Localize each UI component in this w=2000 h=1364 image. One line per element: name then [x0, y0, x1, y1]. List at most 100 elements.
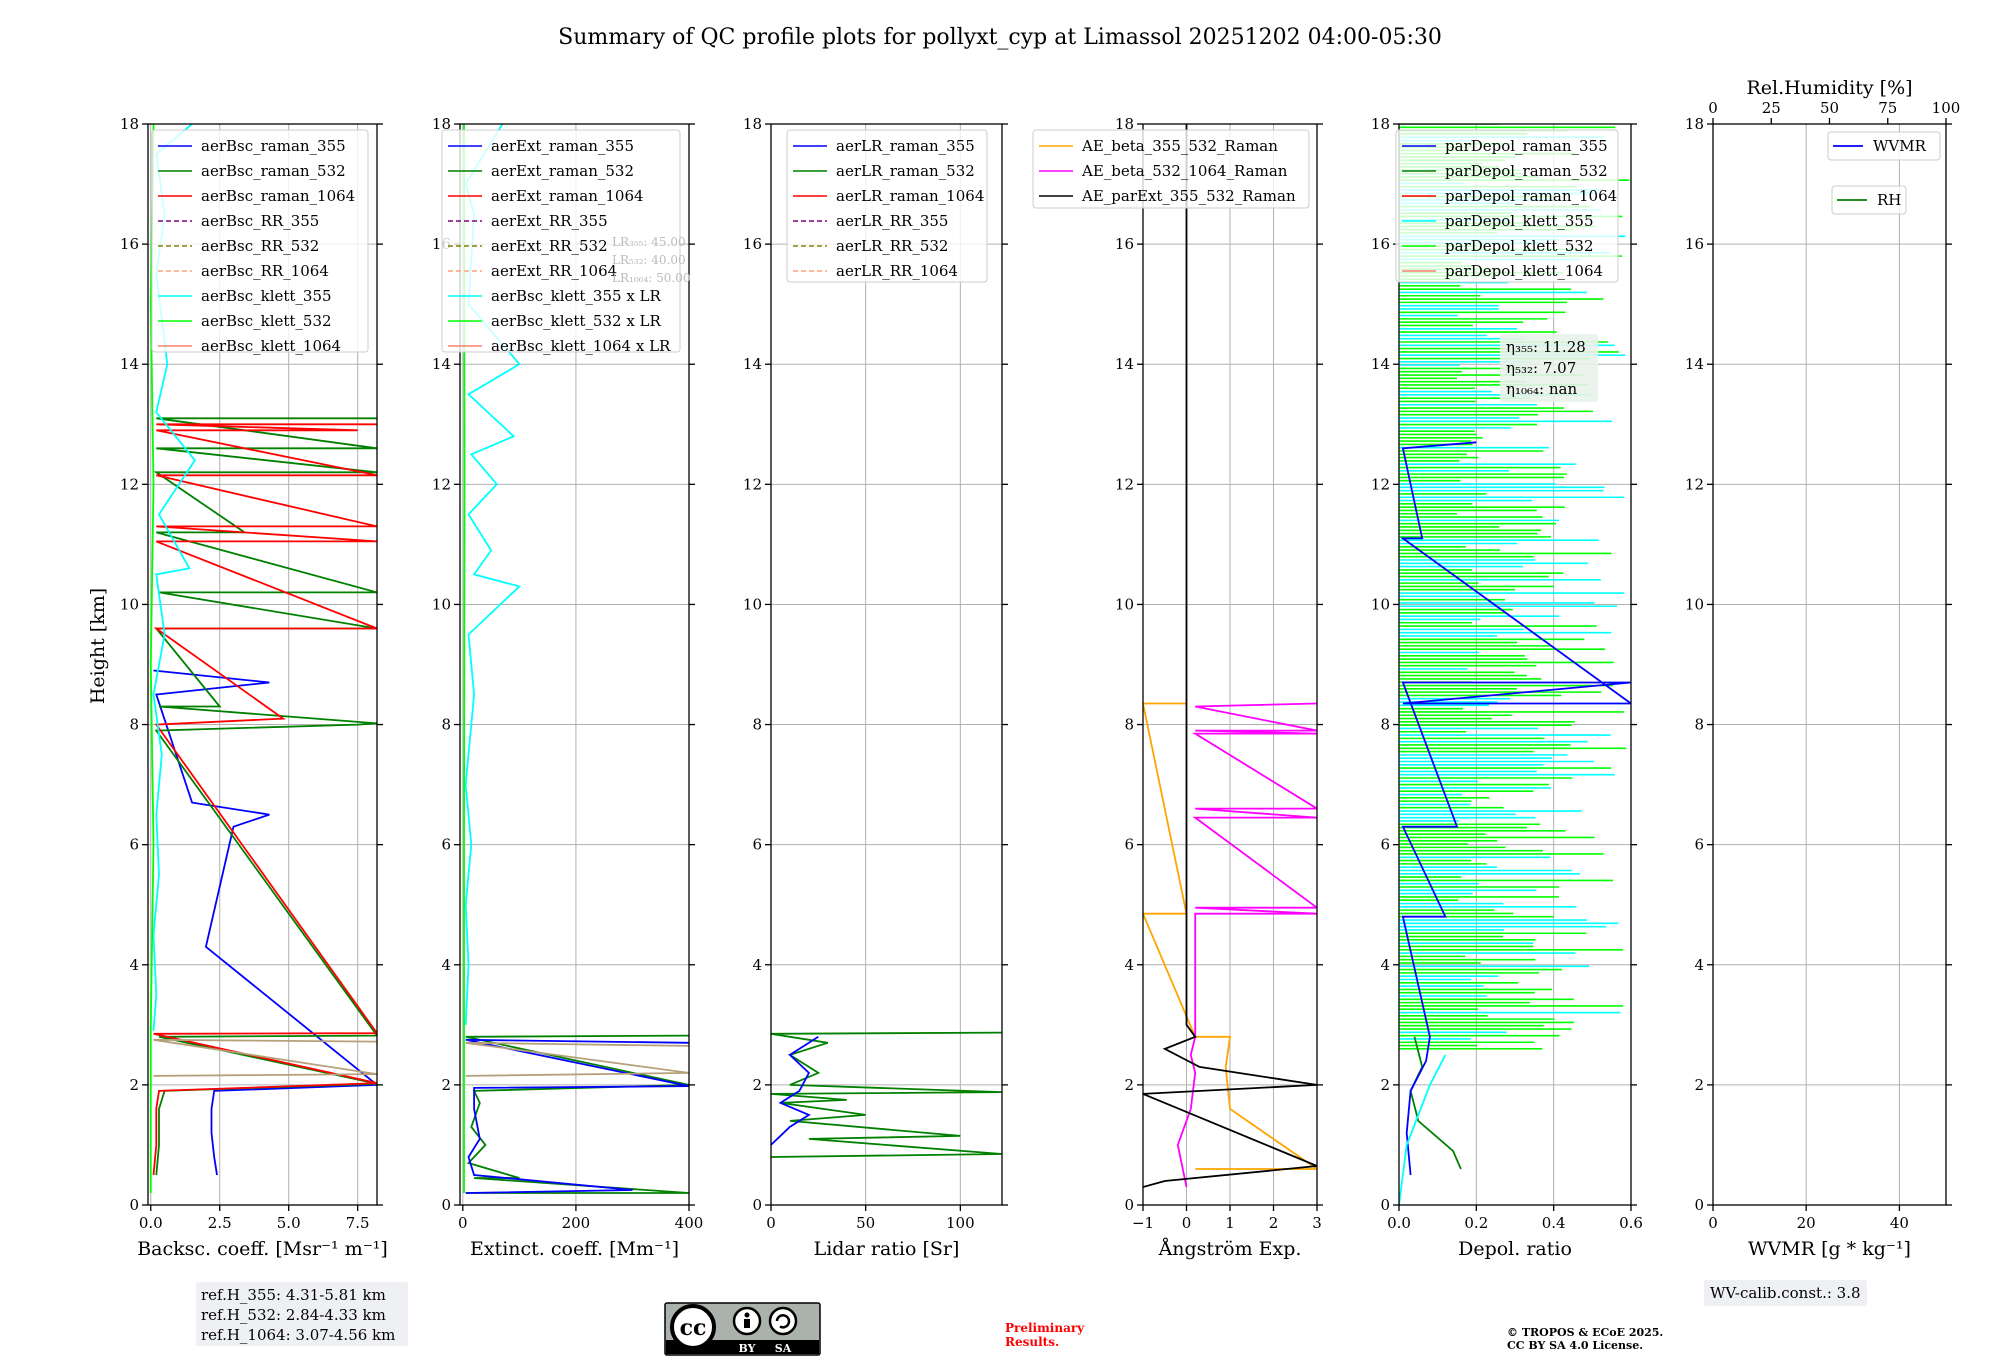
series-line-klett_x_LR_1064 — [465, 1041, 689, 1077]
series-group — [1399, 124, 1631, 1205]
y-tick-label: 18 — [1115, 115, 1134, 133]
series-line-AE_parExt_355_532_Raman — [1143, 124, 1317, 1188]
y-tick-label: 10 — [743, 595, 762, 613]
y-tick-label: 6 — [1380, 836, 1390, 854]
y-tick-label: 14 — [743, 355, 762, 373]
y-tick-label: 2 — [1694, 1076, 1704, 1094]
series-line-aerBsc_raman_355 — [153, 669, 377, 1176]
y-tick-label: 2 — [1380, 1076, 1390, 1094]
y-tick-label: 2 — [752, 1076, 762, 1094]
series-line-parDepol_raman_355 — [1400, 441, 1631, 1176]
copyright-line2: CC BY SA 4.0 License. — [1507, 1339, 1643, 1352]
y-tick-label: 10 — [1371, 595, 1390, 613]
legend-entry: aerBsc_RR_532 — [201, 237, 319, 255]
ref-height-355: ref.H_355: 4.31-5.81 km — [201, 1286, 386, 1304]
x-tick-label: 2 — [1269, 1214, 1279, 1232]
legend-entry: aerLR_raman_355 — [836, 137, 975, 155]
ref-heights-box: ref.H_355: 4.31-5.81 km ref.H_532: 2.84-… — [196, 1282, 408, 1346]
x-axis-label-wv: WVMR [g * kg⁻¹] — [1748, 1238, 1911, 1260]
legend-entry: aerBsc_klett_532 — [201, 312, 332, 330]
x-tick-label: 0.0 — [139, 1214, 163, 1232]
legend-entry: aerBsc_klett_532 x LR — [491, 312, 662, 330]
series-group — [771, 1031, 1002, 1158]
legend-box — [1032, 129, 1310, 209]
x-tick-label: 50 — [856, 1214, 875, 1232]
legend-box — [151, 129, 369, 353]
legend-entry: aerBsc_klett_1064 x LR — [491, 337, 671, 355]
y-tick-label: 8 — [129, 716, 139, 734]
legend-entry: aerLR_raman_1064 — [836, 187, 984, 205]
y-tick-label: 10 — [1685, 595, 1704, 613]
y-tick-label: 10 — [1115, 595, 1134, 613]
x-tick-label: −1 — [1132, 1214, 1154, 1232]
legend-entry: aerExt_raman_532 — [491, 162, 634, 180]
legend-entry: aerBsc_klett_355 x LR — [491, 287, 662, 305]
series-line-aerBsc_raman_1064 — [152, 423, 377, 1176]
y-tick-label: 8 — [1380, 716, 1390, 734]
x-tick-label: 0.0 — [1387, 1214, 1411, 1232]
y-tick-label: 4 — [1124, 956, 1134, 974]
x-tick-label: 7.5 — [346, 1214, 370, 1232]
x-tick-label: 20 — [1797, 1214, 1816, 1232]
x-tick-label: 0 — [1182, 1214, 1192, 1232]
y-tick-label: 0 — [1694, 1196, 1704, 1214]
legend-entry: aerExt_RR_1064 — [491, 262, 617, 280]
legend-box — [1831, 185, 1907, 215]
y-tick-label: 14 — [1685, 355, 1704, 373]
legend-box — [1827, 131, 1941, 161]
y-tick-label: 12 — [1115, 475, 1134, 493]
figure-title: Summary of QC profile plots for pollyxt_… — [558, 25, 1442, 50]
series-line-AE_beta_532_1064_Raman — [1176, 702, 1317, 1188]
legend-entry: aerBsc_klett_1064 — [201, 337, 341, 355]
y-tick-label: 14 — [432, 355, 451, 373]
x-tick-label: 400 — [675, 1214, 704, 1232]
y-tick-label: 0 — [129, 1196, 139, 1214]
copyright-line1: © TROPOS & ECoE 2025. — [1507, 1326, 1663, 1339]
y-tick-label: 0 — [752, 1196, 762, 1214]
x-tick-label: 0.6 — [1619, 1214, 1643, 1232]
ref-height-1064: ref.H_1064: 3.07-4.56 km — [201, 1326, 395, 1344]
y-tick-label: 14 — [1115, 355, 1134, 373]
legend-entry: parDepol_klett_1064 — [1445, 262, 1603, 280]
top-tick-label: 50 — [1820, 99, 1839, 117]
y-tick-label: 12 — [1371, 475, 1390, 493]
y-tick-label: 6 — [1694, 836, 1704, 854]
y-tick-label: 16 — [743, 235, 762, 253]
axes-frame — [770, 123, 1003, 1206]
y-tick-label: 0 — [1380, 1196, 1390, 1214]
series-line-aerExt_raman_355 — [465, 1038, 689, 1194]
legend-entry: aerBsc_RR_355 — [201, 212, 319, 230]
legend-entry: aerBsc_raman_532 — [201, 162, 346, 180]
x-tick-label: 0 — [766, 1214, 776, 1232]
x-axis-label-lr: Lidar ratio [Sr] — [814, 1238, 960, 1260]
y-tick-label: 2 — [129, 1076, 139, 1094]
legend-entry: aerExt_RR_355 — [491, 212, 608, 230]
y-tick-label: 18 — [120, 115, 139, 133]
y-tick-label: 8 — [1124, 716, 1134, 734]
x-tick-label: 40 — [1890, 1214, 1909, 1232]
legend-entry: aerBsc_klett_355 — [201, 287, 332, 305]
y-tick-label: 4 — [752, 956, 762, 974]
legend-entry: aerExt_RR_532 — [491, 237, 608, 255]
y-tick-label: 8 — [752, 716, 762, 734]
x-tick-label: 0 — [458, 1214, 468, 1232]
y-tick-label: 12 — [120, 475, 139, 493]
legend-entry: aerLR_RR_532 — [836, 237, 948, 255]
license-badge: cc BY SA — [664, 1302, 821, 1356]
legend-entry: AE_beta_355_532_Raman — [1081, 137, 1278, 155]
x-axis-label-bsc: Backsc. coeff. [Msr⁻¹ m⁻¹] — [137, 1238, 388, 1260]
axes-frame — [1398, 123, 1632, 1206]
y-tick-label: 18 — [1371, 115, 1390, 133]
cc-logo-icon — [670, 1304, 716, 1350]
legend-entry: aerExt_raman_355 — [491, 137, 634, 155]
legend-entry: aerLR_RR_1064 — [836, 262, 958, 280]
x-tick-label: 5.0 — [277, 1214, 301, 1232]
preliminary-label-line2: Results. — [1005, 1335, 1059, 1349]
legend-entry: parDepol_klett_355 — [1445, 212, 1594, 230]
legend-entry: RH — [1877, 191, 1901, 209]
top-tick-label: 25 — [1762, 99, 1781, 117]
panel-bsc: 0 2 4 6 8 10 12 14 16 18 0.0 2.5 5.0 7.5 Backsc. coeff… — [120, 115, 388, 1260]
